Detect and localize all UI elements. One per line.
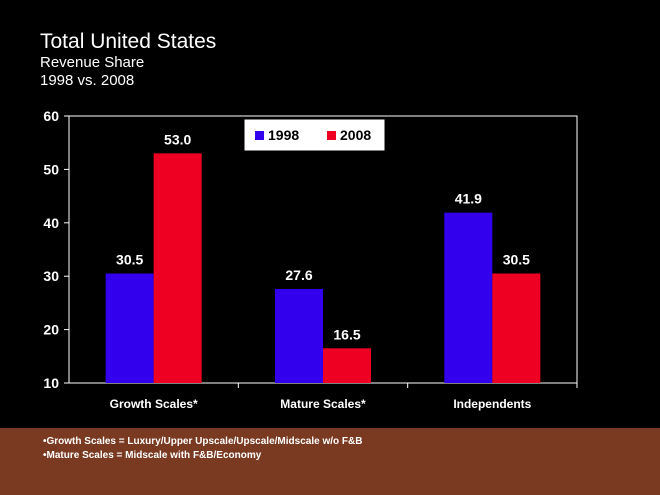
bar-2008-0 [153,153,202,383]
y-tick-label-1: 20 [43,322,59,338]
x-tick-label-2: Independents [453,397,531,411]
data-label-2008-2: 30.5 [503,252,530,268]
x-tick-label-1: Mature Scales* [280,397,366,411]
title-block: Total United States Revenue Share 1998 v… [40,30,216,90]
data-label-2008-0: 53.0 [164,131,191,147]
y-tick-label-5: 60 [43,108,59,124]
data-label-2008-1: 16.5 [333,326,360,342]
footnote-growth-scales: •Growth Scales = Luxury/Upper Upscale/Up… [43,436,363,447]
bar-chart: 10 20 30 40 50 60 30.5 53.0 Growth Scales* 27.6 16… [43,108,578,411]
chart-title: Total United States [40,30,217,53]
footnote-mature-scales: •Mature Scales = Midscale with F&B/Econo… [43,450,262,461]
data-label-1998-1: 27.6 [285,267,312,283]
bar-2008-2 [492,273,541,383]
chart-subtitle-line-1: Revenue Share [40,54,145,71]
bar-2008-1 [323,348,371,383]
y-tick-label-0: 10 [43,375,59,391]
bar-1998-0 [105,273,154,383]
bar-1998-1 [275,289,323,383]
data-label-1998-0: 30.5 [116,252,143,268]
chart-subtitle-line-2: 1998 vs. 2008 [40,72,135,89]
y-tick-label-2: 30 [43,268,59,284]
legend-swatch-1998 [255,131,264,140]
legend-label-1998: 1998 [268,127,299,143]
legend [243,118,386,152]
legend-swatch-2008 [327,131,336,140]
x-tick-label-0: Growth Scales* [110,397,198,411]
y-tick-label-4: 50 [43,161,59,177]
footer-band [0,428,660,495]
bar-1998-2 [444,212,493,383]
data-label-1998-2: 41.9 [455,191,482,207]
legend-label-2008: 2008 [340,127,371,143]
y-tick-label-3: 40 [43,215,59,231]
